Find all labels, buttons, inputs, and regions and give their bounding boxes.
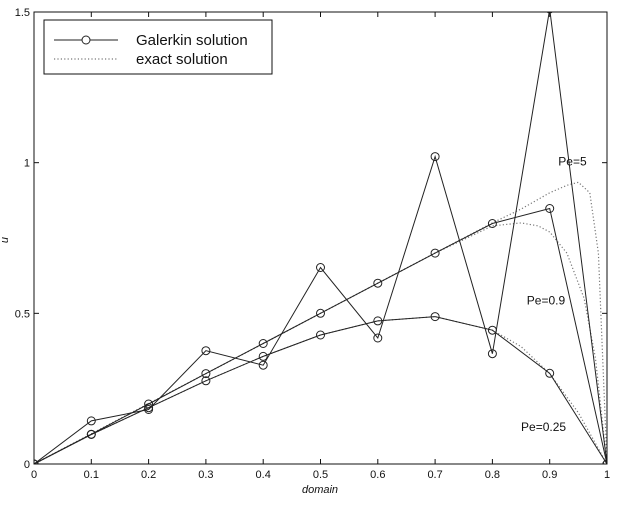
y-tick-label: 1 <box>24 158 30 170</box>
x-tick-label: 0.9 <box>542 469 557 481</box>
galerkin-data-point-pe-5 <box>86 416 96 426</box>
x-tick-label: 0.4 <box>256 469 271 481</box>
galerkin-data-point-pe-0-9 <box>258 339 268 348</box>
galerkin-data-point-pe-5 <box>430 152 440 162</box>
galerkin-data-point-pe-0-9 <box>201 369 211 379</box>
galerkin-data-point-pe-0-9 <box>545 204 555 213</box>
galerkin-data-point-pe-0-25 <box>258 351 268 361</box>
galerkin-data-point-pe-0-25 <box>373 316 383 326</box>
galerkin-data-point-pe-0-9 <box>316 308 325 318</box>
x-tick-label: 0.1 <box>84 469 99 481</box>
galerkin-data-point-pe-5 <box>373 333 383 343</box>
x-tick-label: 0.3 <box>198 469 213 481</box>
plot-frame <box>33 11 608 465</box>
galerkin-data-point-pe-0-25 <box>545 368 555 378</box>
y-tick-label: 0 <box>24 459 30 471</box>
x-tick-label: 1 <box>604 469 610 481</box>
galerkin-data-point-pe-5 <box>316 263 325 272</box>
galerkin-data-point-pe-0-25 <box>316 330 325 340</box>
y-tick-label: 0.5 <box>15 308 30 320</box>
x-tick-label: 0.7 <box>427 469 442 481</box>
axes-layer: 0 0.1 0.2 0.3 0.4 0.5 0.6 0.7 0.8 0.9 1 0 0.5 1 1.5 <box>15 7 610 481</box>
legend-galerkin-marker <box>81 35 91 45</box>
galerkin-data-point-pe-0-9 <box>373 278 383 288</box>
legend-galerkin-label: Galerkin solution <box>136 32 248 49</box>
series-layer <box>34 12 607 464</box>
annotation-label: Pe=5 <box>558 155 587 169</box>
x-tick-label: 0 <box>31 469 37 481</box>
galerkin-data-point-pe-0-25 <box>201 376 211 386</box>
galerkin-data-point-pe-0-25 <box>144 403 154 413</box>
x-tick-label: 0.6 <box>370 469 385 481</box>
x-axis-label: domain <box>302 484 338 496</box>
annotation-label: Pe=0.25 <box>521 420 566 434</box>
annotation-layer: Pe=5 Pe=0.9 Pe=0.25 <box>521 155 587 434</box>
galerkin-data-point-pe-0-25 <box>86 430 96 439</box>
x-tick-label: 0.5 <box>313 469 328 481</box>
galerkin-data-point-pe-0-9 <box>487 219 497 228</box>
galerkin-data-point-pe-5 <box>201 346 211 356</box>
y-tick-label: 1.5 <box>15 7 30 19</box>
galerkin-data-point-pe-5 <box>487 349 497 359</box>
x-tick-label: 0.2 <box>141 469 156 481</box>
galerkin-series-line-pe-0-9 <box>34 207 607 464</box>
annotation-label: Pe=0.9 <box>527 293 566 307</box>
x-tick-label: 0.8 <box>485 469 500 481</box>
galerkin-data-point-pe-0-9 <box>430 248 440 258</box>
galerkin-data-point-pe-5 <box>258 360 268 370</box>
galerkin-series-line-pe-5 <box>34 12 607 464</box>
exact-series-line-pe-0-9 <box>34 222 607 464</box>
legend-exact-label: exact solution <box>136 51 228 68</box>
galerkin-data-point-pe-0-25 <box>487 325 497 335</box>
legend-box <box>43 19 273 75</box>
y-axis-label: u <box>0 237 11 243</box>
galerkin-series-line-pe-0-25 <box>34 316 607 464</box>
legend: Galerkin solution exact solution <box>43 19 273 75</box>
galerkin-data-point-pe-0-25 <box>430 312 440 322</box>
